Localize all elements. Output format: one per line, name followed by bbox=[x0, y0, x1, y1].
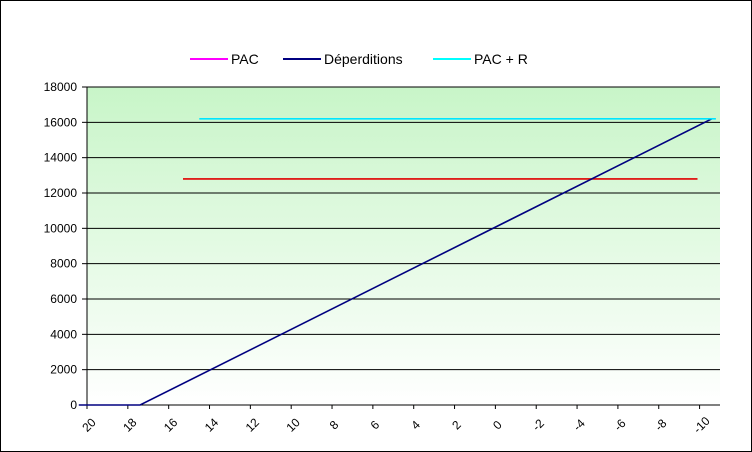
x-tick-label: 12 bbox=[243, 415, 263, 435]
y-tick-label: 12000 bbox=[44, 186, 78, 200]
x-tick-label: -4 bbox=[570, 416, 588, 434]
x-tick-label: 18 bbox=[120, 415, 140, 435]
y-tick-label: 14000 bbox=[44, 151, 78, 165]
x-tick-label: -6 bbox=[611, 416, 629, 434]
legend-label: PAC + R bbox=[474, 51, 528, 67]
x-tick-label: -2 bbox=[530, 416, 548, 434]
x-tick-label: 2 bbox=[449, 417, 464, 432]
series-line-1 bbox=[78, 118, 713, 406]
y-tick-label: 16000 bbox=[44, 115, 78, 129]
y-tick-label: 2000 bbox=[50, 363, 77, 377]
legend-label: PAC bbox=[231, 51, 259, 67]
legend: PAC Déperditions PAC + R bbox=[190, 51, 528, 67]
x-axis-tick-labels: 20 18 16 14 12 10 8 6 4 2 0 -2 -4 -6 -8 -10 bbox=[79, 414, 713, 436]
series-lines bbox=[78, 118, 716, 406]
x-tick-label: 4 bbox=[408, 417, 423, 432]
plot-area bbox=[87, 87, 720, 405]
y-tick-label: 10000 bbox=[44, 221, 78, 235]
x-tick-label: 14 bbox=[202, 415, 222, 435]
x-tick-label: -8 bbox=[652, 416, 670, 434]
x-tick-label: 20 bbox=[79, 415, 99, 435]
y-tick-label: 18000 bbox=[44, 80, 78, 94]
x-tick-label: 16 bbox=[161, 415, 181, 435]
legend-label: Déperditions bbox=[324, 51, 403, 67]
y-tick-label: 6000 bbox=[50, 292, 77, 306]
x-tick-label: 10 bbox=[284, 415, 304, 435]
y-tick-label: 8000 bbox=[50, 257, 77, 271]
gridlines bbox=[82, 86, 720, 406]
axes bbox=[86, 87, 720, 409]
x-tick-label: 8 bbox=[327, 417, 342, 432]
y-tick-label: 4000 bbox=[50, 327, 77, 341]
y-tick-label: 0 bbox=[70, 398, 77, 412]
y-axis-tick-labels: 0 2000 4000 6000 8000 10000 12000 14000 16000 180… bbox=[44, 80, 78, 412]
x-tick-label: -10 bbox=[690, 414, 712, 436]
x-tick-label: 0 bbox=[490, 417, 505, 432]
x-tick-label: 6 bbox=[368, 417, 383, 432]
